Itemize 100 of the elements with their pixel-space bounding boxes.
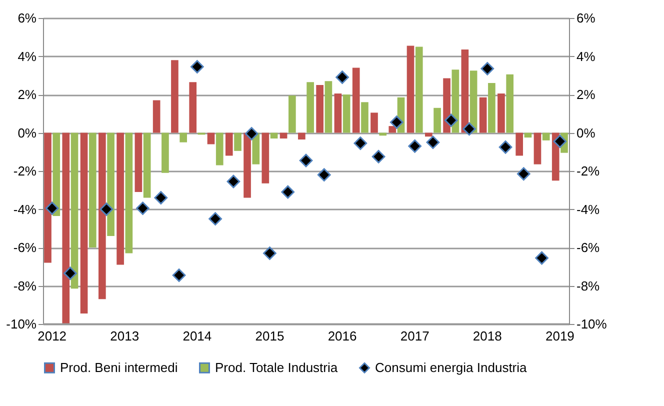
- bar: [424, 132, 432, 137]
- bar: [534, 132, 542, 164]
- bar: [44, 132, 52, 263]
- bar: [506, 74, 514, 133]
- point: [516, 167, 530, 181]
- point: [390, 116, 404, 129]
- bar: [516, 132, 524, 156]
- point: [154, 191, 168, 204]
- bar: [107, 132, 114, 236]
- point: [480, 62, 494, 76]
- bar: [98, 132, 106, 300]
- bar: [461, 50, 469, 133]
- x-tick-label: 2012: [38, 328, 67, 344]
- bar: [88, 132, 96, 248]
- bar: [207, 132, 215, 144]
- point: [190, 60, 204, 74]
- y-tick-label: 0%: [18, 125, 37, 140]
- y-tick-label: -4%: [13, 202, 37, 217]
- legend-label: Consumi energia Industria: [375, 360, 528, 375]
- y-tick-label: 6%: [18, 10, 37, 26]
- x-tick-label: 2015: [255, 328, 284, 344]
- bar: [434, 108, 441, 133]
- y-tick-label: -8%: [13, 278, 37, 294]
- point: [64, 266, 77, 280]
- point: [444, 114, 458, 127]
- point: [208, 212, 222, 226]
- y-tick-label: 2%: [18, 87, 37, 102]
- point: [45, 202, 59, 215]
- x-tick-label: 2016: [328, 328, 357, 344]
- point: [336, 70, 349, 84]
- bar: [234, 132, 242, 151]
- y2-tick-label: 4%: [576, 48, 596, 64]
- bar: [225, 132, 233, 156]
- bar: [180, 132, 188, 142]
- bar: [406, 46, 414, 133]
- bar: [361, 102, 368, 133]
- point: [263, 246, 276, 260]
- point: [535, 251, 548, 265]
- point: [372, 150, 386, 164]
- bar: [262, 132, 270, 184]
- bar: [280, 132, 288, 138]
- point: [299, 154, 313, 168]
- y2-tick-label: 2%: [576, 87, 596, 102]
- bar: [52, 132, 60, 216]
- bar: [62, 132, 70, 324]
- point: [498, 140, 512, 154]
- bar: [189, 82, 197, 133]
- bar: [306, 82, 314, 133]
- x-tick-label: 2019: [545, 328, 574, 344]
- bar: [415, 46, 423, 133]
- bar: [162, 132, 169, 173]
- bar: [388, 126, 396, 133]
- bar: [143, 132, 151, 198]
- legend-label: Prod. Totale Industria: [215, 360, 338, 375]
- y2-tick-label: 0%: [576, 125, 596, 140]
- x-tick-label: 2017: [400, 328, 430, 344]
- bar: [298, 132, 306, 140]
- bar: [80, 132, 88, 314]
- y-tick-label: -2%: [13, 164, 37, 178]
- point: [317, 168, 331, 182]
- y2-tick-label: -2%: [576, 164, 600, 178]
- point: [244, 127, 258, 140]
- point: [136, 202, 150, 215]
- x-tick-label: 2014: [182, 328, 212, 344]
- bar: [479, 97, 487, 133]
- bar: [270, 132, 278, 138]
- bar: [370, 112, 378, 133]
- bar: [171, 60, 178, 133]
- bar: [342, 94, 350, 133]
- bar: [542, 132, 550, 140]
- y-tick-label: -10%: [6, 316, 37, 332]
- bar: [352, 68, 360, 133]
- bar: [498, 94, 505, 133]
- y2-tick-label: -4%: [576, 202, 600, 217]
- point: [172, 268, 186, 282]
- bar: [152, 100, 160, 133]
- point: [100, 202, 114, 216]
- y2-tick-label: -8%: [576, 278, 600, 294]
- bar: [316, 84, 324, 133]
- y2-tick-label: 6%: [576, 10, 596, 26]
- bar: [488, 83, 496, 133]
- y2-tick-label: -6%: [576, 240, 600, 255]
- bar: [334, 94, 342, 133]
- bar: [70, 132, 78, 289]
- point: [426, 136, 440, 149]
- bar: [324, 81, 332, 133]
- point: [281, 185, 295, 199]
- y-tick-label: -6%: [13, 240, 37, 255]
- x-tick-label: 2018: [472, 328, 502, 344]
- point: [408, 139, 422, 153]
- bar: [116, 132, 124, 265]
- bar: [244, 132, 251, 198]
- point: [462, 122, 476, 136]
- y2-tick-label: -10%: [576, 316, 608, 332]
- bar: [216, 132, 224, 166]
- bar: [134, 132, 142, 192]
- bar: [288, 95, 296, 133]
- legend-label: Prod. Beni intermedi: [60, 360, 178, 375]
- point: [226, 174, 240, 188]
- point: [354, 136, 368, 150]
